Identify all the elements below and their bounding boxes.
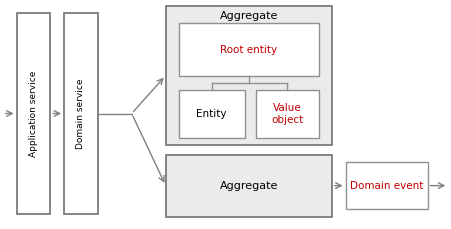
Text: Value
object: Value object xyxy=(271,103,304,125)
Text: Aggregate: Aggregate xyxy=(220,181,278,191)
Text: Aggregate: Aggregate xyxy=(220,11,278,21)
Bar xyxy=(179,90,245,138)
Text: Entity: Entity xyxy=(197,109,227,119)
Bar xyxy=(166,155,331,217)
Bar xyxy=(179,23,319,76)
Bar xyxy=(64,13,97,214)
Text: Domain event: Domain event xyxy=(350,181,423,191)
Text: Domain service: Domain service xyxy=(76,78,85,149)
Bar xyxy=(345,162,428,209)
Bar xyxy=(166,6,331,145)
Text: Application service: Application service xyxy=(29,70,38,157)
Text: Root entity: Root entity xyxy=(220,45,277,55)
Bar xyxy=(17,13,50,214)
Bar xyxy=(256,90,319,138)
